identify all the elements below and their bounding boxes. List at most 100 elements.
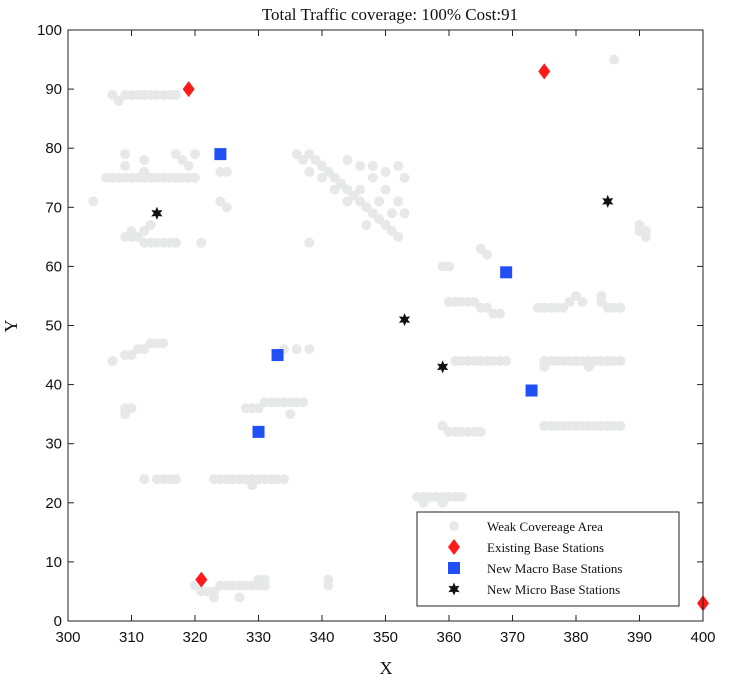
- new-macro-base-stations-point: [252, 425, 265, 438]
- weak-covereage-area-point: [342, 196, 353, 207]
- weak-covereage-area-point: [399, 208, 410, 219]
- weak-covereage-area-point: [317, 160, 327, 171]
- weak-covereage-area-point: [418, 497, 429, 508]
- weak-covereage-area-point: [501, 355, 512, 366]
- weak-covereage-area-point: [310, 155, 321, 166]
- weak-covereage-area-point: [291, 344, 302, 355]
- weak-covereage-area-point: [494, 308, 505, 319]
- y-tick-label: 20: [45, 495, 62, 512]
- weak-covereage-area-point: [253, 403, 264, 414]
- x-tick-label: 380: [563, 629, 588, 646]
- weak-covereage-area-point: [158, 338, 169, 349]
- weak-covereage-area-point: [577, 296, 588, 307]
- new-macro-base-stations-point: [525, 384, 538, 397]
- legend-marker-new-macro-base-stations: [448, 562, 460, 574]
- new-micro-base-stations-point: [151, 206, 163, 220]
- weak-covereage-area-point: [304, 149, 315, 160]
- x-tick-label: 360: [436, 629, 461, 646]
- x-tick-label: 340: [309, 629, 334, 646]
- weak-covereage-area-point: [399, 172, 410, 183]
- weak-covereage-area-point: [437, 497, 448, 508]
- y-tick-label: 90: [45, 81, 62, 98]
- weak-covereage-area-point: [475, 426, 486, 437]
- weak-covereage-area-point: [539, 361, 550, 372]
- x-tick-label: 390: [627, 629, 652, 646]
- weak-covereage-area-point: [139, 344, 150, 355]
- chart-title: Total Traffic coverage: 100% Cost:91: [262, 5, 518, 24]
- weak-covereage-area-point: [170, 474, 181, 485]
- weak-covereage-area-point: [88, 196, 99, 207]
- weak-covereage-area-point: [145, 220, 156, 231]
- legend-label-new-macro-base-stations: New Macro Base Stations: [487, 561, 622, 576]
- weak-covereage-area-point: [374, 214, 385, 225]
- weak-covereage-area-point: [323, 574, 334, 585]
- weak-covereage-area-point: [304, 166, 315, 177]
- weak-covereage-area-point: [190, 172, 200, 183]
- weak-covereage-area-point: [297, 155, 308, 166]
- legend-marker-new-micro-base-stations: [448, 582, 460, 596]
- y-tick-label: 40: [45, 377, 62, 394]
- weak-covereage-area-point: [139, 166, 150, 177]
- weak-covereage-area-point: [444, 261, 454, 272]
- weak-covereage-area-point: [355, 160, 366, 171]
- new-macro-base-stations-point: [271, 349, 284, 362]
- weak-covereage-area-point: [393, 196, 404, 207]
- weak-covereage-area-point: [126, 403, 137, 414]
- weak-covereage-area-point: [297, 397, 308, 408]
- base-station-points: [151, 63, 709, 612]
- weak-covereage-area-point: [367, 160, 378, 171]
- y-tick-label: 10: [45, 554, 62, 571]
- weak-covereage-area-point: [615, 355, 626, 366]
- weak-covereage-area-point: [139, 155, 150, 166]
- new-micro-base-stations-point: [602, 194, 614, 208]
- new-micro-base-stations-point: [437, 360, 449, 374]
- weak-covereage-area-point: [304, 344, 315, 355]
- legend-marker-existing-base-stations: [448, 539, 460, 555]
- weak-covereage-area-point: [221, 166, 232, 177]
- weak-covereage-area-point: [170, 237, 181, 248]
- weak-covereage-area-point: [209, 592, 220, 603]
- weak-covereage-area-point: [367, 208, 378, 219]
- weak-covereage-area-point: [355, 184, 366, 195]
- weak-covereage-area-point: [615, 302, 626, 313]
- weak-covereage-area-point: [596, 296, 607, 307]
- weak-covereage-area-point: [126, 225, 137, 236]
- weak-covereage-area-point: [107, 355, 118, 366]
- weak-covereage-area-point: [113, 95, 124, 106]
- weak-covereage-area-point: [640, 225, 651, 236]
- x-tick-label: 400: [690, 629, 715, 646]
- existing-base-stations-point: [538, 63, 551, 80]
- x-tick-label: 320: [182, 629, 207, 646]
- weak-covereage-area-point: [304, 237, 315, 248]
- weak-covereage-area-point: [139, 474, 150, 485]
- y-tick-label: 70: [45, 199, 62, 216]
- weak-covereage-area-point: [215, 196, 226, 207]
- x-axis-label: X: [380, 658, 393, 678]
- weak-covereage-area-point: [609, 54, 620, 65]
- weak-covereage-area-point: [615, 420, 626, 431]
- legend-box: [416, 511, 680, 607]
- weak-covereage-area-point: [291, 149, 302, 160]
- y-tick-label: 0: [54, 613, 62, 630]
- weak-covereage-area-point: [437, 420, 448, 431]
- y-tick-label: 100: [37, 22, 62, 39]
- existing-base-stations-point: [182, 81, 195, 98]
- weak-covereage-area-point: [386, 225, 397, 236]
- weak-covereage-area-point: [177, 155, 188, 166]
- weak-covereage-area-point: [342, 184, 353, 195]
- y-axis-label: Y: [1, 320, 21, 333]
- new-macro-base-stations-point: [500, 266, 513, 279]
- weak-covereage-area-point: [583, 361, 594, 372]
- new-micro-base-stations-point: [398, 313, 411, 327]
- weak-covereage-area-point: [196, 237, 207, 248]
- weak-covereage-area-point: [380, 166, 391, 177]
- weak-covereage-area-point: [380, 220, 391, 231]
- weak-covereage-area-point: [564, 296, 575, 307]
- weak-covereage-area-point: [374, 196, 385, 207]
- y-tick-label: 30: [45, 436, 62, 453]
- y-tick-label: 80: [45, 140, 62, 157]
- weak-covereage-area-point: [221, 202, 232, 213]
- weak-covereage-area-point: [342, 155, 353, 166]
- weak-covereage-area-point: [571, 290, 581, 301]
